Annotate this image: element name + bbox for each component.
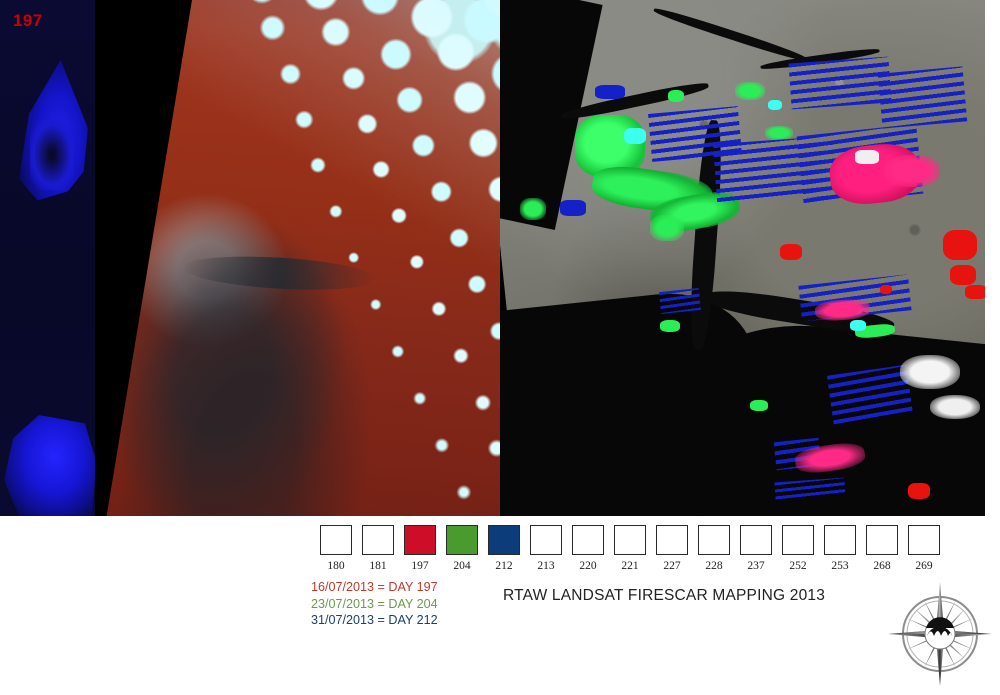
firescar-blue-block-j — [658, 287, 702, 315]
swatch-color-box — [488, 525, 520, 555]
day-swatch-213[interactable]: 213 — [525, 525, 567, 572]
firescar-green-tiny-b — [660, 320, 680, 332]
swatch-day-label: 227 — [663, 560, 681, 572]
firescar-red-c — [950, 265, 976, 285]
firescar-green-coastal — [520, 198, 546, 220]
firescar-magenta-east — [885, 155, 940, 187]
swatch-day-label: 180 — [327, 560, 345, 572]
swatch-color-box — [614, 525, 646, 555]
swatch-color-box — [404, 525, 436, 555]
day-swatch-212[interactable]: 212 — [483, 525, 525, 572]
swatch-color-box — [362, 525, 394, 555]
bright-patch-b — [930, 395, 980, 419]
firescar-blue-block-c — [788, 56, 892, 110]
bright-patch-a — [900, 355, 960, 389]
day-swatch-253[interactable]: 253 — [819, 525, 861, 572]
swatch-day-label: 204 — [453, 560, 471, 572]
swatch-day-label: 253 — [831, 560, 849, 572]
navy-blob-lower — [4, 415, 96, 516]
day-label: 197 — [13, 11, 43, 30]
swatch-day-label: 237 — [747, 560, 765, 572]
swatch-color-box — [656, 525, 688, 555]
day-swatch-227[interactable]: 227 — [651, 525, 693, 572]
swatch-color-box — [698, 525, 730, 555]
swatch-day-label: 213 — [537, 560, 555, 572]
day-swatch-269[interactable]: 269 — [903, 525, 945, 572]
page-title: RTAW LANDSAT FIRESCAR MAPPING 2013 — [503, 587, 826, 604]
firescar-green-tiny-a — [668, 90, 684, 102]
swatch-day-label: 212 — [495, 560, 513, 572]
firescar-red-b — [943, 230, 977, 260]
firescar-red-e — [908, 483, 930, 499]
swatch-color-box — [446, 525, 478, 555]
day-swatch-180[interactable]: 180 — [315, 525, 357, 572]
firescar-green-patch-a — [650, 215, 684, 241]
firescar-map-panel — [500, 0, 985, 516]
swatch-color-box — [908, 525, 940, 555]
date-key-line: 23/07/2013 = DAY 204 — [311, 596, 438, 611]
swatch-day-label: 269 — [915, 560, 933, 572]
day-swatch-228[interactable]: 228 — [693, 525, 735, 572]
swatch-day-label: 220 — [579, 560, 597, 572]
day-swatch-row: 180 181 197 204 212 213 220 221 227 228 237 252 253 2… — [315, 525, 945, 572]
firescar-blue-coastal — [560, 200, 586, 216]
firescar-green-ne-a — [765, 126, 793, 140]
bright-patch-c — [855, 150, 879, 164]
swatch-color-box — [782, 525, 814, 555]
firescar-red-d — [965, 285, 985, 299]
date-key-list: 16/07/2013 = DAY 197 23/07/2013 = DAY 204… — [311, 579, 438, 629]
firescar-cyan-a — [624, 128, 646, 144]
legend-panel: 180 181 197 204 212 213 220 221 227 228 237 252 253 2… — [300, 516, 1000, 695]
swatch-color-box — [866, 525, 898, 555]
firescar-blue-block-d — [877, 66, 968, 129]
swatch-day-label: 252 — [789, 560, 807, 572]
swatch-day-label: 221 — [621, 560, 639, 572]
swatch-color-box — [740, 525, 772, 555]
swatch-day-label: 268 — [873, 560, 891, 572]
day-swatch-237[interactable]: 237 — [735, 525, 777, 572]
date-key-line: 31/07/2013 = DAY 212 — [311, 613, 438, 627]
firescar-red-f — [880, 285, 892, 294]
swatch-day-label: 197 — [411, 560, 429, 572]
firescar-cyan-b — [850, 320, 866, 331]
firescar-red-a — [780, 244, 802, 260]
date-key-line: 16/07/2013 = DAY 197 — [311, 580, 438, 594]
firescar-cyan-c — [768, 100, 782, 110]
day-swatch-181[interactable]: 181 — [357, 525, 399, 572]
compass-rose-icon — [884, 578, 996, 690]
firescar-green-tiny-c — [750, 400, 768, 411]
swatch-color-box — [572, 525, 604, 555]
swatch-color-box — [320, 525, 352, 555]
day-swatch-221[interactable]: 221 — [609, 525, 651, 572]
left-scene-panel: 197 — [0, 0, 500, 516]
day-swatch-252[interactable]: 252 — [777, 525, 819, 572]
navy-mask-strip — [0, 0, 96, 516]
firescar-blue-north — [595, 85, 625, 99]
navy-blob-inner — [30, 120, 74, 190]
imagery-area: 197 — [0, 0, 985, 516]
day-swatch-220[interactable]: 220 — [567, 525, 609, 572]
day-swatch-268[interactable]: 268 — [861, 525, 903, 572]
day-swatch-197[interactable]: 197 — [399, 525, 441, 572]
swatch-day-label: 228 — [705, 560, 723, 572]
swatch-color-box — [824, 525, 856, 555]
swatch-color-box — [530, 525, 562, 555]
day-swatch-204[interactable]: 204 — [441, 525, 483, 572]
swatch-day-label: 181 — [369, 560, 387, 572]
firescar-green-north — [735, 82, 765, 100]
